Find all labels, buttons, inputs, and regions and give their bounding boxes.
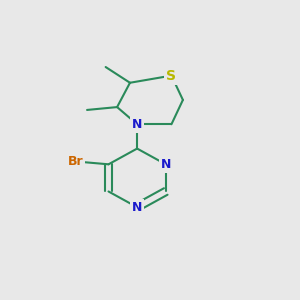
Text: N: N — [132, 201, 142, 214]
Text: N: N — [160, 158, 171, 171]
Text: S: S — [167, 69, 176, 82]
Text: Br: Br — [68, 155, 83, 168]
Text: N: N — [132, 118, 142, 131]
